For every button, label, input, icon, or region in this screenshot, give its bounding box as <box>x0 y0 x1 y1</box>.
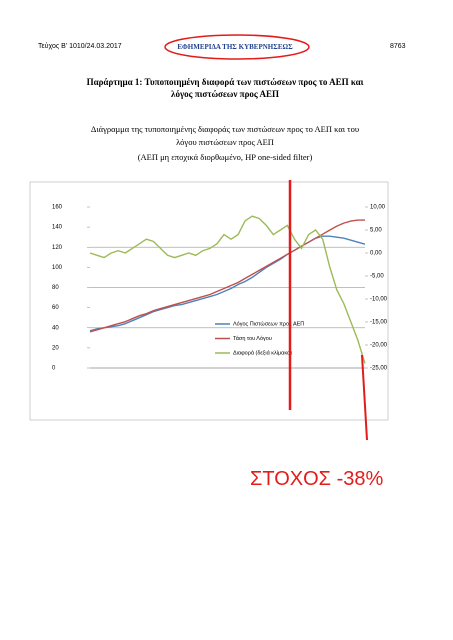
series-line <box>89 235 366 332</box>
y-tick-label: 20 <box>52 345 59 351</box>
legend-label: Διαφορά (δεξιά κλίμακα) <box>233 349 292 356</box>
y-tick-label: 100 <box>52 265 63 271</box>
y2-tick-label: 10,00 <box>370 205 386 211</box>
y2-tick-label: -5,00 <box>370 274 384 280</box>
caption: Διάγραμμα της τυποποιημένης διαφοράς των… <box>90 124 360 147</box>
subtitle: (ΑΕΠ μη εποχικά διορθωμένο, HP one-sided… <box>137 152 313 162</box>
y-tick-label: 0 <box>52 366 56 372</box>
y2-tick-label: -15,00 <box>370 320 388 326</box>
series-line <box>89 215 366 364</box>
y-tick-label: 60 <box>52 305 59 311</box>
legend-label: Τάση του Λόγου <box>233 335 272 342</box>
y2-tick-label: -25,00 <box>370 366 388 372</box>
gazette-title: ΕΦΗΜΕΡΙΔΑ ΤΗΣ ΚΥΒΕΡΝΗΣΕΩΣ <box>177 43 293 51</box>
issue: Τεύχος Β' 1010/24.03.2017 <box>38 43 122 50</box>
page-number: 8763 <box>390 43 406 50</box>
chart-frame <box>29 181 389 421</box>
y-tick-label: 120 <box>52 245 63 251</box>
y2-tick-label: 5,00 <box>370 228 382 234</box>
legend-label: Λόγος Πιστώσεων προς ΑΕΠ <box>233 320 304 327</box>
y-tick-label: 40 <box>52 325 59 331</box>
y-tick-label: 140 <box>52 225 63 231</box>
annotation: ΣΤΟΧΟΣ -38% <box>250 468 384 490</box>
y-tick-label: 80 <box>52 285 59 291</box>
y2-tick-label: -10,00 <box>370 297 388 303</box>
y-tick-label: 160 <box>52 205 63 211</box>
heading: Παράρτημα 1: Τυποποιημένη διαφορά των πι… <box>86 77 364 99</box>
y2-tick-label: 0,00 <box>370 251 382 257</box>
highlight-ellipse <box>164 34 310 60</box>
series-line <box>89 219 365 333</box>
plot: 0 20 40 60 80 100 120 140 160 10,00 5,00 0,00 -5,00 -… <box>52 205 388 372</box>
y2-tick-label: -20,00 <box>370 343 388 349</box>
marker-line <box>361 354 368 441</box>
